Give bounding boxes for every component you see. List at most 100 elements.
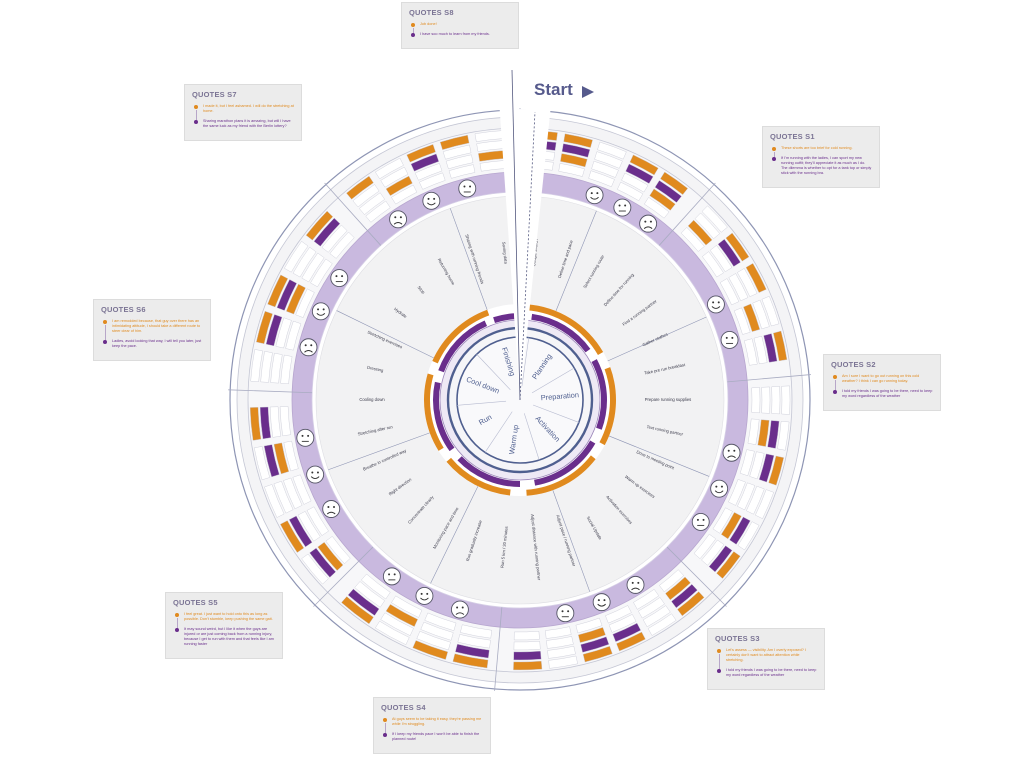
phase-spoke bbox=[430, 485, 479, 584]
rating-cell bbox=[445, 154, 474, 170]
rating-cell bbox=[642, 605, 671, 628]
face-eye bbox=[727, 449, 730, 452]
quote-orange: These shorts are too brief for cold runn… bbox=[770, 146, 872, 159]
emoji-face bbox=[720, 330, 739, 349]
rating-cell bbox=[558, 163, 585, 177]
phase-label: Warm up bbox=[507, 424, 520, 455]
rating-cell bbox=[412, 640, 449, 660]
face-mouth bbox=[393, 222, 403, 225]
purple-arc bbox=[591, 359, 607, 430]
face-mouth bbox=[316, 313, 326, 316]
stage-rating-strips bbox=[249, 129, 791, 671]
phase-divider bbox=[476, 354, 511, 391]
emoji-face bbox=[296, 428, 315, 447]
rating-cell bbox=[391, 184, 418, 205]
phase-divider bbox=[457, 400, 507, 406]
rating-cell bbox=[254, 446, 270, 481]
face-eye bbox=[301, 434, 304, 437]
quote-purple: Sharing marathon plans it is amazing, bu… bbox=[192, 119, 294, 129]
face-circle bbox=[311, 302, 330, 321]
rating-cell bbox=[720, 512, 742, 540]
purple-arc bbox=[457, 456, 520, 487]
rating-cell bbox=[442, 144, 472, 160]
rating-cell bbox=[414, 163, 443, 181]
quote-orange: At guys seem to be taking it easy, they'… bbox=[381, 717, 483, 735]
rating-cell bbox=[249, 407, 262, 441]
rating-cell bbox=[424, 612, 457, 631]
face-eye bbox=[725, 336, 728, 339]
rating-cell bbox=[725, 232, 750, 262]
rating-cell bbox=[270, 352, 283, 384]
purple-arc bbox=[438, 320, 488, 373]
rating-cell bbox=[744, 338, 758, 366]
emoji-face bbox=[311, 302, 330, 321]
rating-cell bbox=[771, 386, 781, 415]
face-eye bbox=[333, 506, 336, 508]
phase-divider bbox=[523, 413, 540, 461]
face-eye bbox=[720, 485, 723, 488]
face-eye bbox=[702, 518, 705, 521]
emoji-face bbox=[306, 465, 325, 484]
rating-cell bbox=[761, 386, 771, 414]
face-eye bbox=[433, 197, 436, 200]
rating-cell bbox=[728, 479, 746, 506]
face-mouth bbox=[631, 587, 640, 591]
rating-cell bbox=[380, 166, 409, 188]
quote-card-s6: QUOTES S6 I am remodded because, that gu… bbox=[93, 299, 211, 361]
rating-cell bbox=[761, 295, 780, 327]
face-eye bbox=[316, 471, 319, 474]
emoji-face bbox=[710, 479, 729, 498]
rating-cell bbox=[513, 640, 541, 651]
face-eye bbox=[637, 581, 640, 584]
rating-cell bbox=[260, 351, 273, 383]
rating-cell bbox=[309, 547, 336, 578]
rating-cell bbox=[665, 576, 691, 601]
phase-spoke bbox=[552, 489, 591, 592]
rating-cell bbox=[629, 154, 659, 176]
rating-cell bbox=[439, 134, 470, 150]
face-circle bbox=[556, 604, 575, 623]
rating-cell bbox=[419, 172, 446, 190]
rating-cell bbox=[410, 153, 440, 172]
rating-cell bbox=[513, 650, 542, 661]
emoji-face bbox=[330, 269, 349, 288]
rating-cell bbox=[547, 645, 576, 659]
rating-cell bbox=[361, 573, 391, 600]
rating-cell bbox=[341, 596, 374, 625]
face-circle bbox=[296, 428, 315, 447]
rating-cell bbox=[563, 133, 593, 148]
rating-cell bbox=[728, 273, 749, 302]
rating-cell bbox=[687, 219, 713, 246]
rating-cell bbox=[301, 252, 325, 283]
rating-cell bbox=[654, 180, 682, 203]
emoji-face bbox=[585, 186, 604, 205]
face-eye bbox=[618, 204, 621, 207]
face-eye bbox=[456, 606, 459, 609]
face-eye bbox=[393, 573, 396, 576]
emoji-face bbox=[556, 604, 575, 623]
rating-cell bbox=[757, 419, 770, 447]
phase-label: Preparation bbox=[540, 390, 579, 402]
face-circle bbox=[299, 338, 318, 357]
rating-cell bbox=[708, 545, 733, 573]
rating-cell bbox=[460, 624, 492, 639]
stage-divider bbox=[313, 546, 374, 607]
face-mouth bbox=[326, 511, 336, 515]
face-mouth bbox=[455, 612, 465, 615]
rating-cell bbox=[578, 627, 606, 643]
rating-cell bbox=[621, 172, 649, 193]
purple-arc bbox=[534, 440, 596, 486]
rating-cell bbox=[385, 604, 418, 627]
face-circle bbox=[722, 443, 741, 462]
face-circle bbox=[639, 214, 658, 233]
emoji-face bbox=[415, 586, 434, 605]
rating-cell bbox=[709, 245, 733, 273]
rating-cell bbox=[633, 588, 660, 610]
phase-divider bbox=[531, 367, 575, 394]
rating-cell bbox=[717, 238, 741, 267]
rating-cell bbox=[694, 212, 721, 239]
face-eye bbox=[461, 606, 464, 609]
rating-cell bbox=[329, 231, 355, 259]
face-eye bbox=[712, 301, 715, 304]
rating-cell bbox=[280, 520, 305, 553]
